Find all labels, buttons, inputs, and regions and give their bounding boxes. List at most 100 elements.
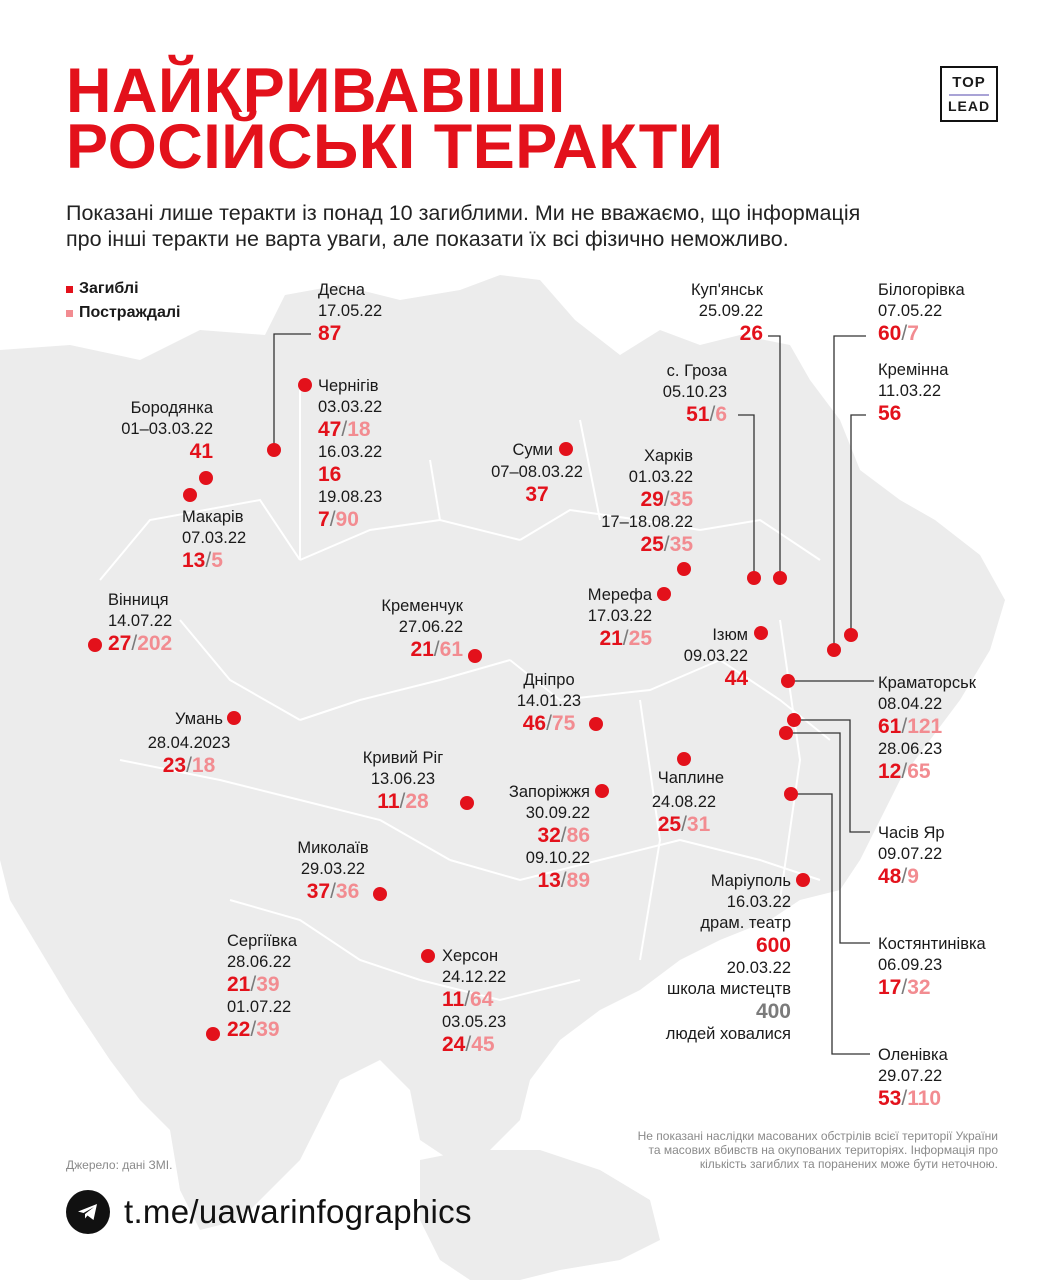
slash: / [901, 1087, 908, 1110]
killed-count: 22 [227, 1018, 251, 1041]
event-name: Чаплине [657, 769, 724, 787]
dot-kryvyi-rih [460, 796, 474, 810]
event-groza: с. Гроза 05.10.23 51/6 [663, 361, 727, 427]
dot-chernihiv [298, 378, 312, 392]
killed-count: 48 [878, 865, 902, 888]
leader-groza [738, 414, 755, 578]
event-name: Краматорськ [878, 674, 976, 692]
event-counts: 56 [878, 402, 948, 426]
event-counts: 27/202 [108, 632, 172, 656]
event-kreminna: Кремінна 11.03.22 56 [878, 360, 948, 426]
event-counts: 24/45 [442, 1033, 506, 1057]
event-name: Запоріжжя [508, 783, 590, 801]
event-counts: 22/39 [227, 1018, 297, 1042]
event-counts: 11/64 [442, 988, 506, 1012]
telegram-link[interactable]: t.me/uawarinfographics [66, 1190, 472, 1234]
event-name: Дніпро [523, 671, 575, 689]
event-date: 29.07.22 [878, 1067, 943, 1085]
injured-count: 61 [439, 638, 463, 661]
killed-swatch [66, 285, 73, 293]
event-counts: 23/18 [124, 754, 254, 778]
dot-kupiansk [773, 571, 787, 585]
injured-count: 31 [686, 813, 711, 836]
event-name: Білогорівка [878, 281, 965, 299]
killed-count: 21 [410, 638, 434, 661]
event-date: 17–18.08.22 [601, 513, 693, 531]
event-name: Умань [175, 710, 223, 728]
killed-count: 21 [227, 973, 251, 996]
leader-chasiv-yar [794, 719, 870, 833]
event-note: людей ховалися [665, 1025, 791, 1043]
dot-mykolaiv [373, 887, 387, 901]
event-counts: 41 [121, 440, 213, 464]
crimea [420, 1150, 660, 1280]
event-date: 30.09.22 [525, 804, 590, 822]
slash: / [464, 988, 471, 1011]
event-name: Десна [318, 281, 365, 299]
injured-count: 64 [470, 988, 494, 1011]
legend-item-killed: Загиблі [66, 277, 180, 301]
killed-count: 600 [755, 934, 791, 957]
injured-count: 39 [256, 1018, 280, 1041]
event-kherson: Херсон 24.12.22 11/64 03.05.23 24/45 [442, 946, 506, 1057]
event-date: 11.03.22 [878, 382, 942, 400]
dot-kramatorsk [781, 674, 795, 688]
event-place: школа мистецтв [667, 980, 791, 998]
injured-count: 35 [669, 488, 693, 511]
slash: / [399, 790, 406, 813]
killed-count: 44 [724, 667, 748, 690]
killed-count: 12 [878, 760, 902, 783]
event-kharkiv: Харків 01.03.22 29/35 17–18.08.22 25/35 [601, 446, 693, 557]
slash: / [901, 976, 908, 999]
dot-merefa [657, 587, 671, 601]
event-date: 28.04.2023 [147, 734, 231, 752]
injured-count: 18 [191, 754, 216, 777]
leader-bilohorivka [833, 335, 866, 650]
event-counts: 16 [318, 463, 382, 487]
injured-count: 86 [566, 824, 590, 847]
event-date: 07–08.03.22 [491, 463, 583, 481]
killed-count: 46 [522, 712, 547, 735]
note-line-2: та масових вбивств на окупованих територ… [648, 1143, 999, 1157]
event-merefa: Мерефа 17.03.22 21/25 [588, 585, 652, 651]
injured-count: 202 [137, 632, 173, 655]
slash: / [901, 760, 908, 783]
slash: / [560, 869, 567, 892]
event-date: 05.10.23 [662, 383, 727, 401]
event-name: Маріуполь [710, 872, 791, 890]
event-date: 09.03.22 [683, 647, 748, 665]
note-line-3: кількість загиблих та поранених може бут… [699, 1157, 998, 1171]
disclaimer-note: Не показані наслідки масованих обстрілів… [520, 1129, 998, 1171]
injured-count: 6 [715, 403, 727, 426]
event-place: драм. театр [700, 914, 791, 932]
injured-count: 39 [256, 973, 280, 996]
event-counts: 21/61 [381, 638, 463, 662]
killed-count: 25 [640, 533, 664, 556]
event-counts: 7/90 [318, 508, 382, 532]
dot-groza [747, 571, 761, 585]
event-date: 07.03.22 [182, 529, 247, 547]
event-counts: 44 [684, 667, 748, 691]
leader-lines [273, 333, 874, 1055]
event-dots [88, 378, 858, 1041]
slash: / [663, 533, 670, 556]
event-counts: 29/35 [601, 488, 693, 512]
event-counts: 26 [691, 322, 763, 346]
event-counts: 60/7 [878, 322, 965, 346]
telegram-url[interactable]: t.me/uawarinfographics [124, 1193, 472, 1230]
killed-count: 56 [878, 402, 902, 425]
event-name: Оленівка [878, 1046, 948, 1064]
event-name: Куп'янськ [690, 281, 763, 299]
event-name: с. Гроза [666, 362, 727, 380]
legend-label-injured: Постраждалі [79, 304, 181, 321]
injured-count: 5 [211, 549, 223, 572]
dot-chaplyne [677, 752, 691, 766]
slash: / [622, 627, 629, 650]
slash: / [681, 813, 687, 836]
event-mariupol: Маріуполь 16.03.22 драм. театр 600 20.03… [666, 871, 791, 1045]
killed-count: 17 [878, 976, 902, 999]
killed-count: 23 [162, 754, 187, 777]
event-counts: 32/86 [509, 824, 590, 848]
dot-bilohorivka [827, 643, 841, 657]
dot-kharkiv [677, 562, 691, 576]
